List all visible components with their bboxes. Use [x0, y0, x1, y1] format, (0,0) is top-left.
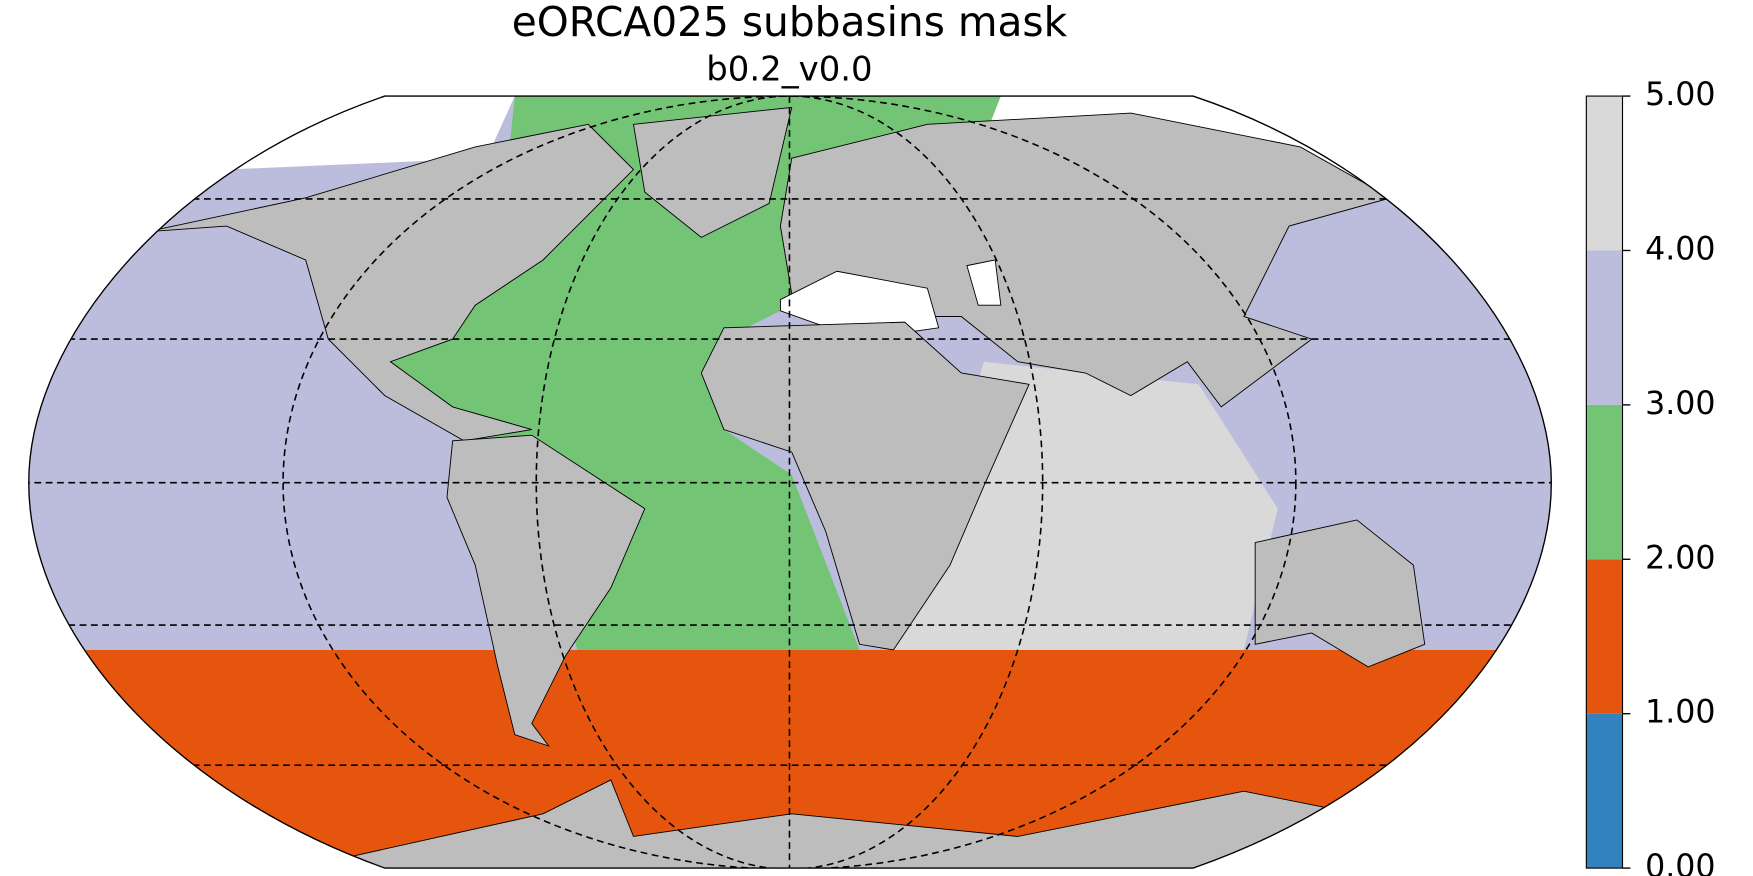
colorbar-segment [1586, 559, 1623, 714]
colorbar-segment [1586, 713, 1623, 869]
title: eORCA025 subbasins mask [512, 0, 1068, 46]
graticule [28, 96, 1552, 869]
colorbar-tick-label: 4.00 [1645, 231, 1715, 267]
colorbar-frame [1585, 95, 1624, 869]
caspian [966, 259, 1002, 306]
subtitle: b0.2_v0.0 [706, 50, 872, 89]
map-border [28, 95, 1552, 869]
colorbar-segment [1586, 250, 1623, 405]
colorbar-tick-label: 1.00 [1645, 695, 1715, 731]
colorbar-tick-label: 0.00 [1645, 849, 1715, 876]
map [28, 96, 1552, 869]
colorbar-segment [1586, 404, 1623, 560]
africa [700, 321, 1030, 651]
colorbar: 0.00 1.00 2.00 3.00 4.00 5.00 [1585, 77, 1716, 876]
meridian [282, 96, 1297, 869]
arctic [28, 96, 1552, 193]
colorbar-segment [1586, 96, 1623, 251]
antarctica [339, 779, 1359, 869]
australia [1254, 519, 1426, 668]
colorbar-tick-label: 3.00 [1645, 386, 1715, 422]
colorbar-tick-label: 2.00 [1645, 540, 1715, 576]
north-america [147, 123, 635, 442]
colorbar-tick-label: 5.00 [1645, 77, 1715, 113]
meridian [535, 96, 1044, 869]
